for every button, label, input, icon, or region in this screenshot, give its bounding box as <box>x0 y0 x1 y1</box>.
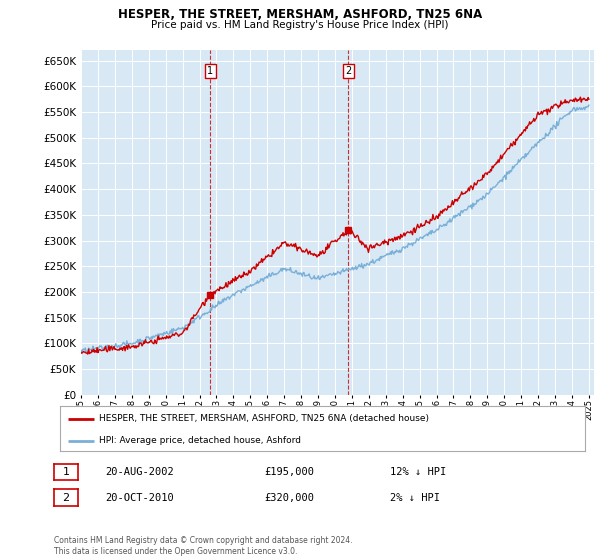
Text: 2: 2 <box>62 493 70 503</box>
Text: Price paid vs. HM Land Registry's House Price Index (HPI): Price paid vs. HM Land Registry's House … <box>151 20 449 30</box>
Text: HESPER, THE STREET, MERSHAM, ASHFORD, TN25 6NA (detached house): HESPER, THE STREET, MERSHAM, ASHFORD, TN… <box>100 414 430 423</box>
Text: 2% ↓ HPI: 2% ↓ HPI <box>390 493 440 503</box>
Text: 20-AUG-2002: 20-AUG-2002 <box>105 467 174 477</box>
Text: HPI: Average price, detached house, Ashford: HPI: Average price, detached house, Ashf… <box>100 436 301 445</box>
Text: HESPER, THE STREET, MERSHAM, ASHFORD, TN25 6NA: HESPER, THE STREET, MERSHAM, ASHFORD, TN… <box>118 8 482 21</box>
Text: 12% ↓ HPI: 12% ↓ HPI <box>390 467 446 477</box>
Text: 1: 1 <box>207 66 213 76</box>
Text: £320,000: £320,000 <box>264 493 314 503</box>
Text: 2: 2 <box>345 66 352 76</box>
Text: £195,000: £195,000 <box>264 467 314 477</box>
Text: 1: 1 <box>62 467 70 477</box>
Text: 20-OCT-2010: 20-OCT-2010 <box>105 493 174 503</box>
Text: Contains HM Land Registry data © Crown copyright and database right 2024.
This d: Contains HM Land Registry data © Crown c… <box>54 536 353 556</box>
